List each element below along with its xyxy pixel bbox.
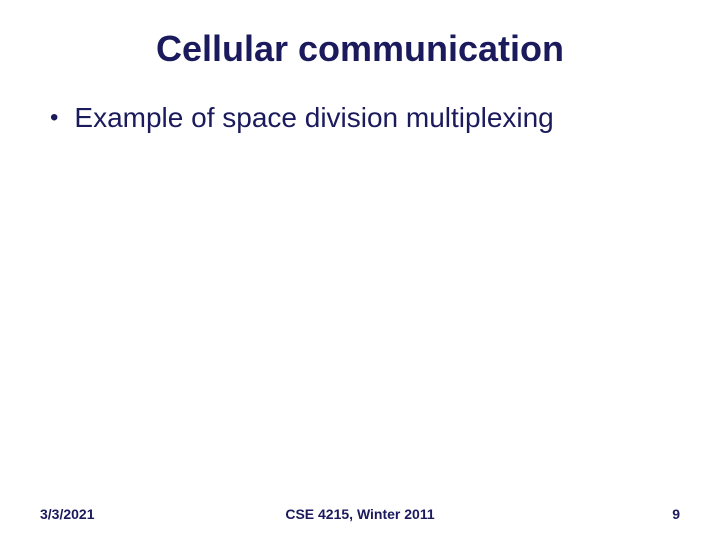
bullet-item: • Example of space division multiplexing [50,100,670,136]
bullet-dot-icon: • [50,102,58,133]
slide-footer: 3/3/2021 CSE 4215, Winter 2011 9 [40,506,680,522]
bullet-list: • Example of space division multiplexing [50,100,670,136]
bullet-text: Example of space division multiplexing [74,100,553,136]
footer-date: 3/3/2021 [40,506,95,522]
footer-course: CSE 4215, Winter 2011 [40,506,680,522]
slide-title: Cellular communication [0,28,720,70]
footer-page-number: 9 [672,506,680,522]
